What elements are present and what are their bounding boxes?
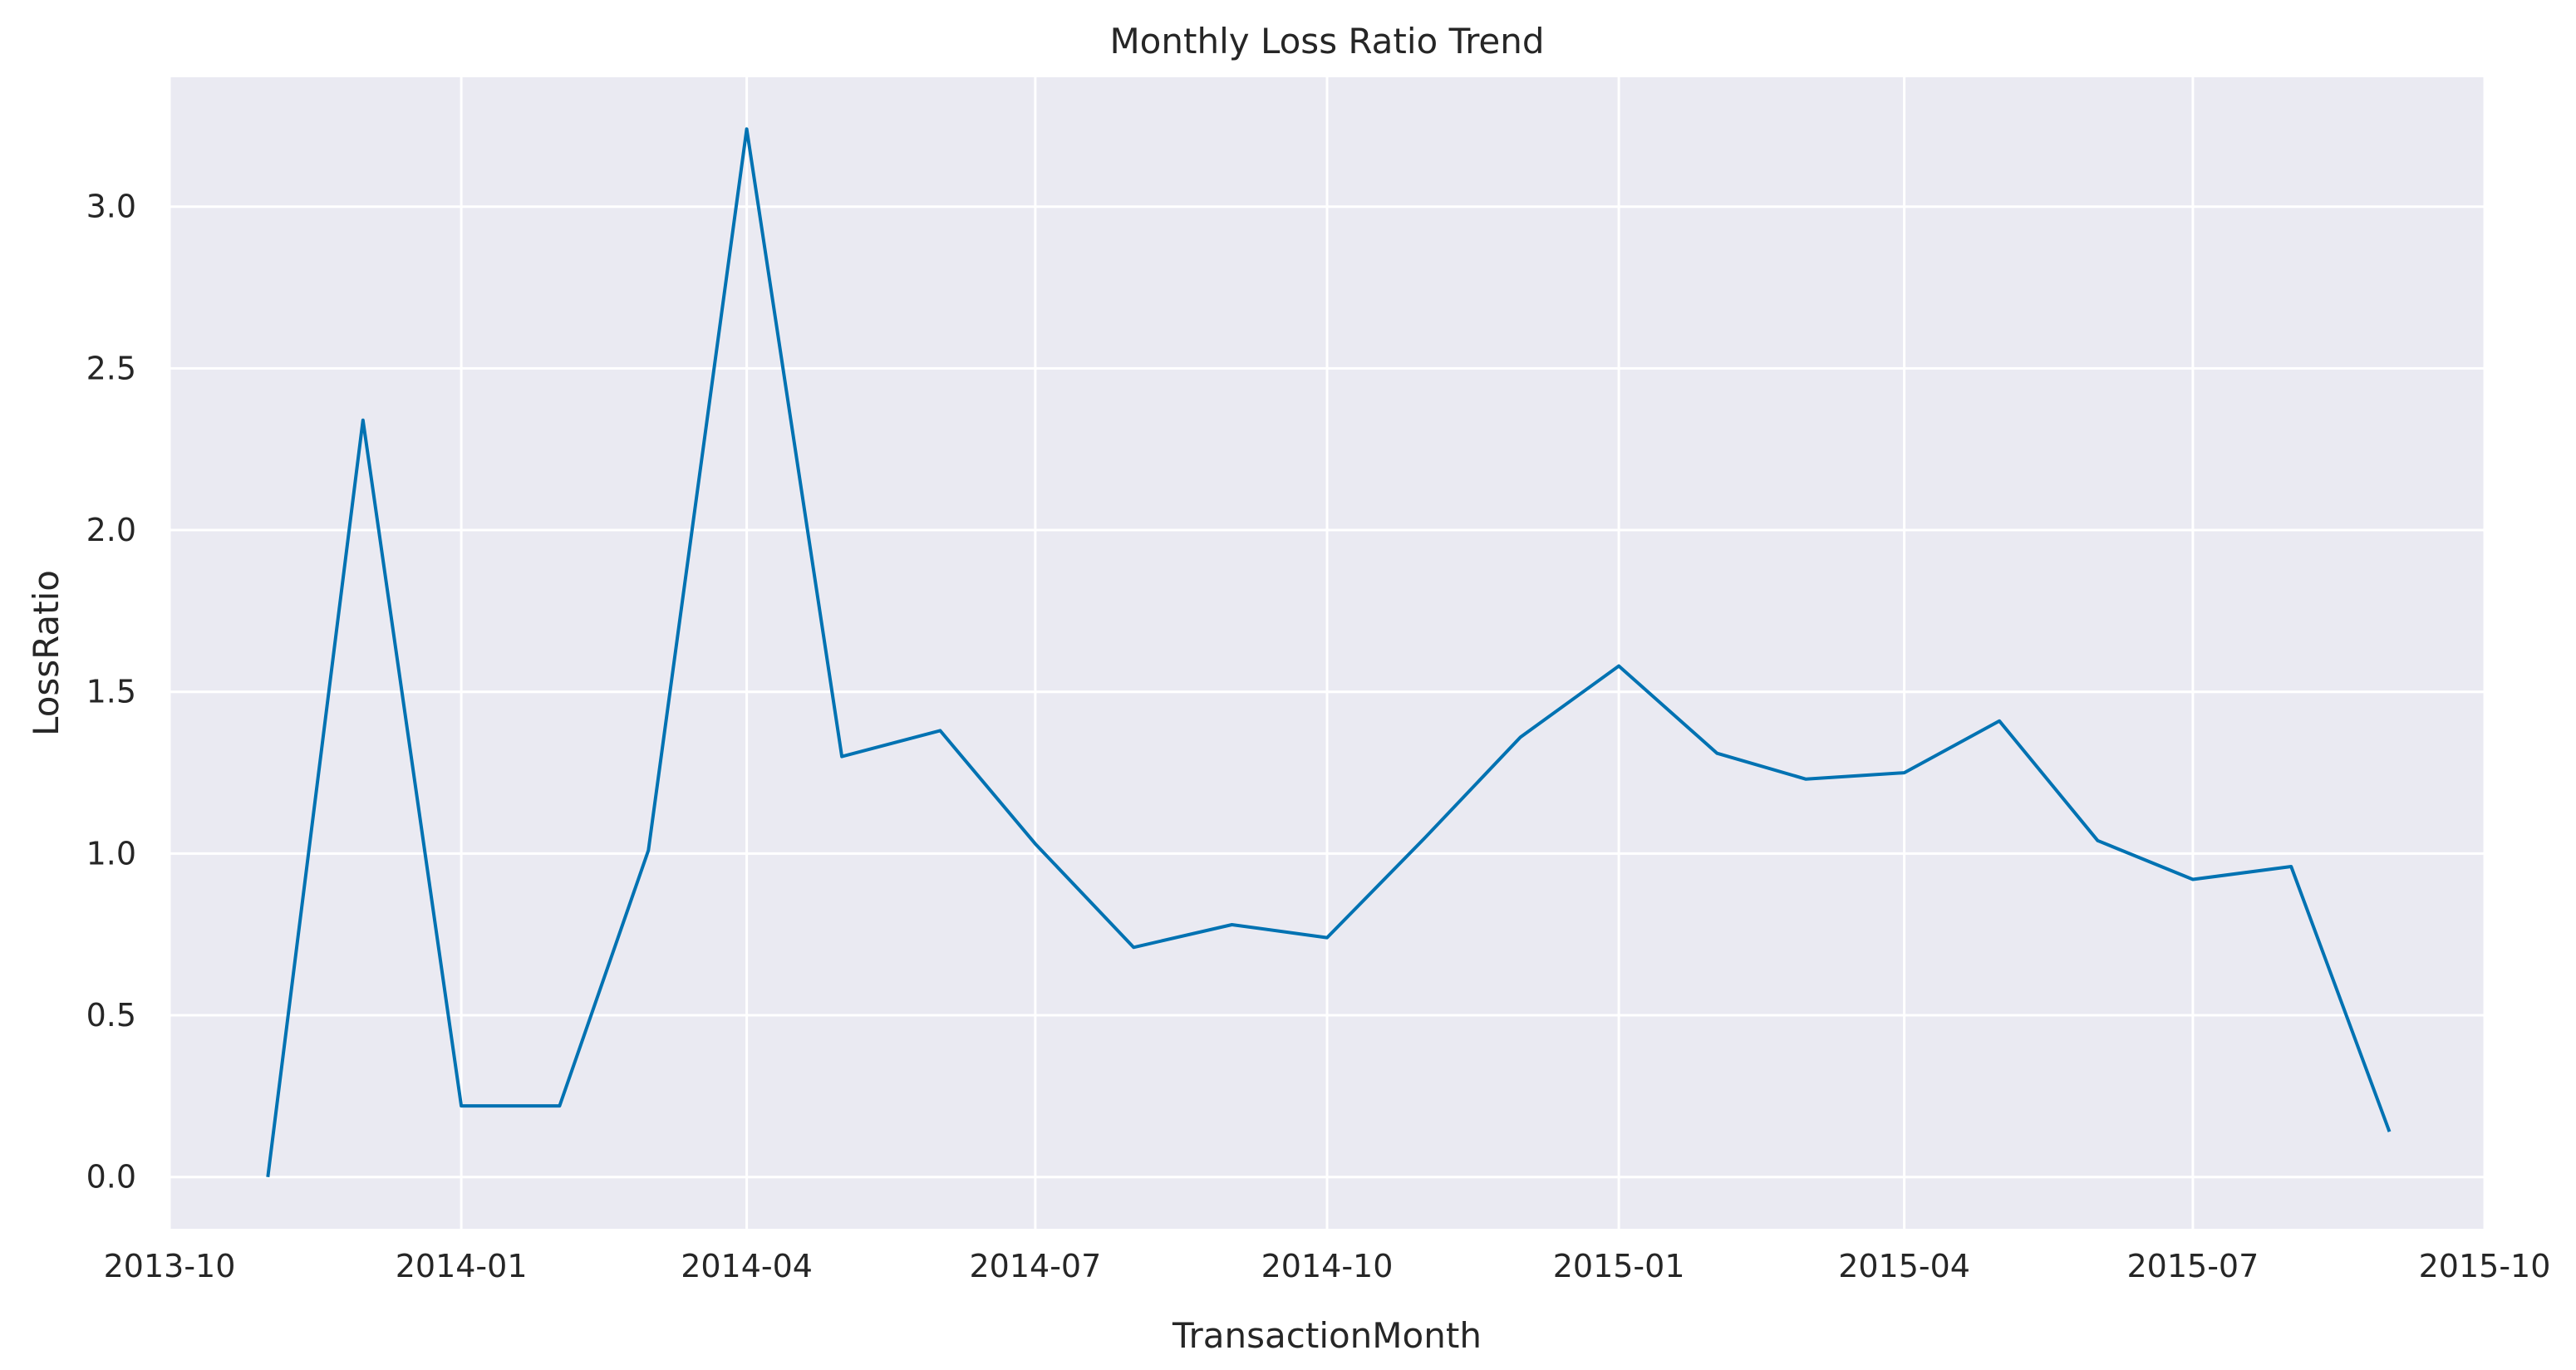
- series-line: [266, 127, 2392, 1177]
- y-tick-label: 1.0: [86, 835, 136, 872]
- y-tick-label: 0.5: [86, 997, 136, 1034]
- y-tick-label: 0.0: [86, 1159, 136, 1196]
- y-tick-label: 3.0: [86, 189, 136, 225]
- x-tick-label: 2014-10: [1261, 1248, 1394, 1284]
- x-tick-label: 2013-10: [104, 1248, 236, 1284]
- x-tick-label: 2014-04: [681, 1248, 813, 1284]
- series-layer: [266, 127, 2392, 1177]
- x-tick-label: 2015-10: [2419, 1248, 2551, 1284]
- x-tick-label: 2015-01: [1553, 1248, 1685, 1284]
- y-tick-label: 2.5: [86, 350, 136, 386]
- x-tick-labels: 2013-10 2014-01 2014-04 2014-07 2014-10 2015-…: [104, 1248, 2551, 1284]
- y-axis-label: LossRatio: [26, 570, 66, 736]
- y-tick-label: 2.0: [86, 512, 136, 548]
- chart-title: Monthly Loss Ratio Trend: [1109, 21, 1544, 61]
- y-tick-labels: 0.0 0.5 1.0 1.5 2.0 2.5 3.0: [86, 189, 136, 1196]
- x-tick-label: 2014-01: [396, 1248, 528, 1284]
- x-tick-label: 2015-04: [1838, 1248, 1970, 1284]
- x-tick-label: 2014-07: [969, 1248, 1101, 1284]
- grid-lines: [168, 77, 2486, 1229]
- y-tick-label: 1.5: [86, 674, 136, 710]
- x-tick-label: 2015-07: [2126, 1248, 2259, 1284]
- x-axis-label: TransactionMonth: [1172, 1315, 1482, 1356]
